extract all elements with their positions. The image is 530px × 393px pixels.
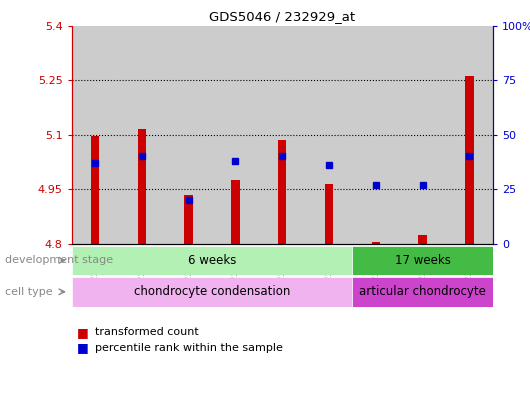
Bar bbox=[165, 26, 212, 244]
Text: articular chondrocyte: articular chondrocyte bbox=[359, 285, 486, 298]
Text: cell type: cell type bbox=[5, 287, 53, 297]
Text: transformed count: transformed count bbox=[95, 327, 199, 337]
Bar bbox=[446, 26, 493, 244]
Bar bbox=[231, 180, 240, 244]
Text: 6 weeks: 6 weeks bbox=[188, 254, 236, 267]
Bar bbox=[352, 246, 493, 275]
Bar bbox=[419, 235, 427, 244]
Title: GDS5046 / 232929_at: GDS5046 / 232929_at bbox=[209, 10, 355, 23]
Bar bbox=[184, 195, 193, 244]
Bar bbox=[72, 26, 118, 244]
Bar bbox=[352, 277, 493, 307]
Text: ■: ■ bbox=[77, 341, 89, 354]
Text: percentile rank within the sample: percentile rank within the sample bbox=[95, 343, 283, 353]
Bar bbox=[278, 140, 286, 244]
Text: ■: ■ bbox=[77, 325, 89, 339]
Bar bbox=[325, 184, 333, 244]
Bar bbox=[465, 77, 474, 244]
Bar bbox=[91, 136, 99, 244]
Text: development stage: development stage bbox=[5, 255, 113, 265]
Bar bbox=[118, 26, 165, 244]
Bar bbox=[399, 26, 446, 244]
Text: chondrocyte condensation: chondrocyte condensation bbox=[134, 285, 290, 298]
Bar bbox=[259, 26, 306, 244]
Bar bbox=[138, 129, 146, 244]
Bar bbox=[306, 26, 352, 244]
Bar bbox=[352, 26, 399, 244]
Bar bbox=[72, 277, 352, 307]
Bar bbox=[212, 26, 259, 244]
Bar bbox=[372, 242, 380, 244]
Bar bbox=[72, 246, 352, 275]
Text: 17 weeks: 17 weeks bbox=[395, 254, 450, 267]
